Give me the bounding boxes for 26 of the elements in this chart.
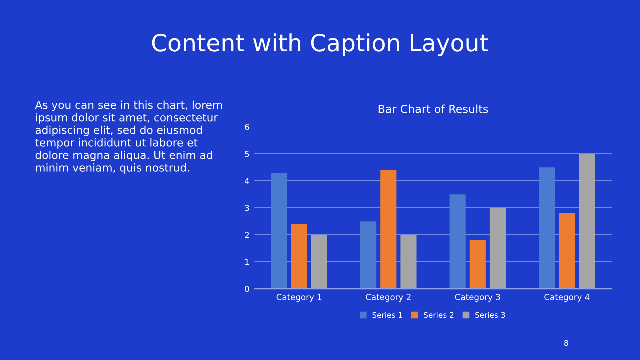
chart-title: Content with Caption Layout <box>152 34 488 56</box>
bar <box>311 235 328 290</box>
x-tick-label: Category 1 <box>276 294 322 302</box>
bar <box>271 172 288 290</box>
bar <box>400 235 417 290</box>
y-tick-label: 1 <box>245 259 250 266</box>
bar <box>579 154 596 290</box>
y-tick-label: 3 <box>245 205 250 212</box>
y-tick-label: 6 <box>245 124 250 130</box>
bar <box>380 170 397 290</box>
x-tick-label: Category 2 <box>366 294 411 302</box>
bar <box>470 240 486 290</box>
bar <box>291 224 308 290</box>
x-tick-label: Category 3 <box>455 294 500 302</box>
text: As you can see in this chart, lorem ipsum dolor sit amet, consectetur adipiscing elit, sed do eiusmod tempor incididunt ut labore et dolore magna aliqua. Ut enim ad minim veniam, quis nostrud. <box>35 100 222 174</box>
y-tick-label: 2 <box>245 232 250 238</box>
bar <box>360 222 377 290</box>
bar <box>559 213 576 290</box>
x-tick-label: Category 4 <box>544 294 590 302</box>
y-tick-label: 0 <box>245 286 250 292</box>
chart-subtitle: Bar Chart of Results <box>378 104 488 114</box>
bar <box>490 208 506 290</box>
bar <box>539 168 556 290</box>
bar <box>450 194 466 290</box>
y-tick-label: 5 <box>245 151 250 158</box>
y-tick-label: 4 <box>244 178 250 184</box>
